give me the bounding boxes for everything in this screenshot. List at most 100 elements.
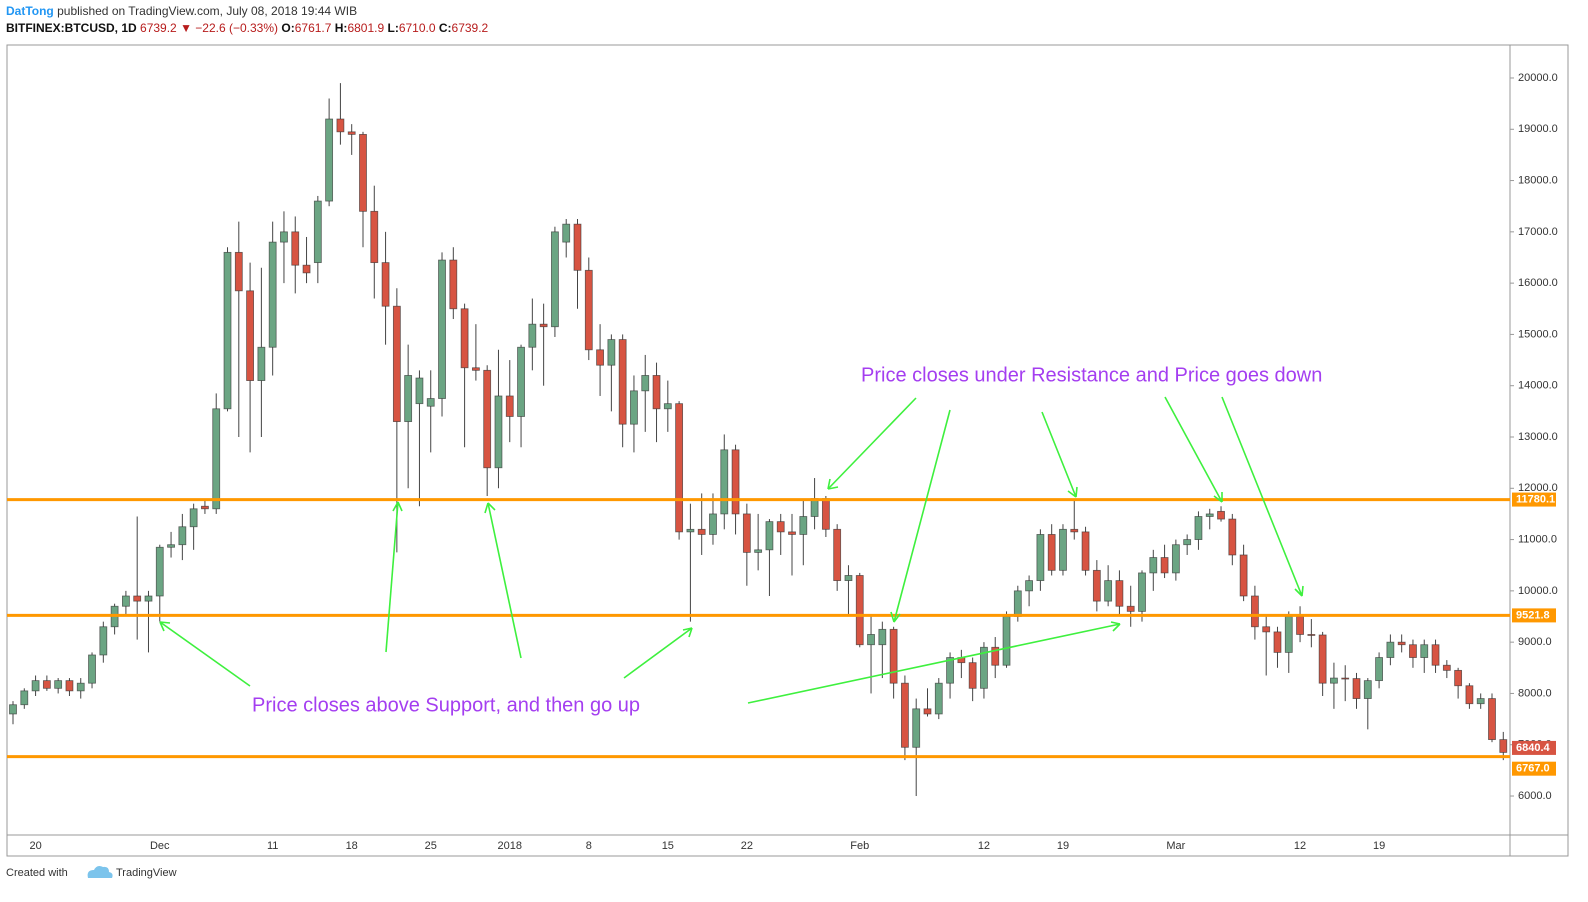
last-price-badge: [1512, 740, 1556, 755]
candle-body: [562, 223, 571, 243]
candle-body: [844, 575, 853, 582]
last-price-label: 6840.4: [1516, 742, 1551, 754]
arrow-head: [159, 621, 171, 632]
x-tick-label: Feb: [850, 840, 869, 852]
candle-body: [1081, 531, 1090, 571]
candle-body: [968, 662, 977, 689]
candle-body: [88, 654, 96, 684]
candle-body: [596, 349, 604, 366]
candle-body: [1352, 678, 1361, 699]
price-line-label: 9521.8: [1516, 609, 1550, 621]
candle-body: [1262, 626, 1271, 633]
candle-body: [517, 346, 525, 417]
candle-body: [42, 680, 51, 689]
high: 6801.9: [347, 21, 384, 35]
x-tick-label: 22: [741, 840, 753, 852]
arrow-head: [484, 502, 496, 514]
candle-body: [1442, 664, 1451, 671]
arrow-head: [1294, 585, 1304, 597]
candle-body: [155, 546, 164, 597]
x-tick-label: 11: [267, 840, 278, 852]
candle-body: [178, 526, 187, 546]
candle-body: [76, 682, 85, 692]
candle-body: [1171, 544, 1180, 574]
candle-body: [1273, 631, 1282, 653]
arrow-head: [890, 611, 901, 623]
candle-body: [675, 403, 684, 533]
arrow-head: [1213, 492, 1223, 503]
candle-body: [551, 231, 559, 328]
candle-body: [201, 505, 209, 510]
y-tick-label: 12000.0: [1518, 482, 1558, 494]
candle-body: [1183, 539, 1192, 546]
x-tick-label: 18: [346, 840, 358, 852]
y-tick-label: 6000.0: [1518, 790, 1552, 802]
candle-body: [1149, 557, 1158, 574]
candle-body: [1341, 677, 1350, 680]
close: 6739.2: [452, 21, 489, 35]
price: 6739.2: [140, 21, 177, 35]
candle-body: [291, 231, 300, 266]
y-tick-label: 19000.0: [1518, 123, 1558, 135]
candle-body: [821, 498, 830, 530]
candle-body: [1092, 569, 1101, 602]
footer-brand[interactable]: TradingView: [116, 867, 177, 879]
candle-body: [99, 626, 108, 656]
candle-body: [280, 231, 288, 243]
candle-body: [663, 403, 672, 410]
candle-body: [573, 223, 582, 271]
candle-body: [641, 375, 650, 392]
symbol: BITFINEX:BTCUSD, 1D: [6, 21, 137, 35]
arrow: [385, 501, 399, 653]
candle-body: [855, 575, 864, 646]
price-line-badge: [1512, 761, 1556, 776]
symbol-line: BITFINEX:BTCUSD, 1D 6739.2 ▼ −22.6 (−0.3…: [6, 21, 489, 35]
candle-body: [1420, 644, 1429, 658]
arrows: [159, 396, 1304, 704]
candle-body: [1499, 739, 1508, 753]
candle-body: [1104, 580, 1113, 602]
open-label: O:: [281, 21, 294, 35]
candle-body: [1239, 554, 1248, 597]
candle-body: [359, 133, 367, 212]
candle-body: [618, 339, 627, 425]
candle-body: [731, 449, 740, 515]
high-label: H:: [335, 21, 348, 35]
x-tick-label: 8: [586, 840, 592, 852]
candle-body: [144, 595, 153, 602]
candle-body: [776, 521, 785, 533]
x-tick-label: 12: [1294, 840, 1306, 852]
footer-text: Created with: [6, 867, 68, 879]
candle-body: [742, 513, 751, 553]
candle-body: [1465, 685, 1474, 705]
candle-body: [223, 251, 232, 410]
candle-body: [1002, 616, 1011, 666]
header-line: DatTong published on TradingView.com, Ju…: [6, 4, 357, 18]
candle-body: [1194, 516, 1203, 540]
candle-body: [404, 375, 413, 423]
author[interactable]: DatTong: [6, 4, 54, 18]
candle-body: [494, 395, 503, 469]
candle-body: [697, 528, 706, 535]
candle-body: [1307, 634, 1316, 636]
candle-body: [1409, 644, 1417, 658]
candle-body: [686, 528, 695, 533]
candle-body: [539, 323, 548, 328]
tradingview-logo[interactable]: [87, 866, 113, 878]
arrow: [827, 397, 917, 490]
candle-body: [133, 595, 142, 602]
candle-body: [1126, 605, 1135, 612]
candle-body: [867, 634, 875, 646]
candle-body: [9, 704, 17, 715]
candle-body: [471, 367, 480, 371]
y-tick-label: 13000.0: [1518, 431, 1558, 443]
candle-body: [1397, 641, 1406, 646]
arrow-head: [1067, 486, 1078, 498]
candle-body: [799, 516, 808, 535]
candle-body: [122, 595, 130, 607]
candle-body: [1228, 518, 1237, 556]
candle-body: [1013, 590, 1022, 617]
candle-body: [1047, 534, 1056, 571]
